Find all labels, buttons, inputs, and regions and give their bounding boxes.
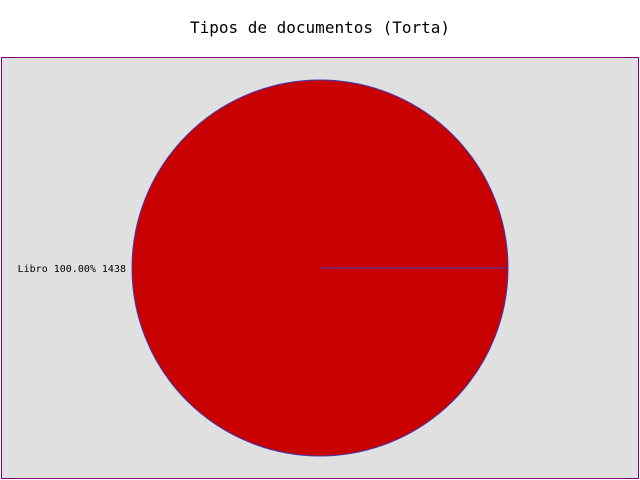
slice-label: Libro 100.00% 1438 — [18, 264, 126, 275]
chart-title: Tipos de documentos (Torta) — [189, 18, 451, 37]
labels-layer: Libro 100.00% 1438 — [18, 264, 126, 275]
slices-layer — [131, 79, 509, 457]
